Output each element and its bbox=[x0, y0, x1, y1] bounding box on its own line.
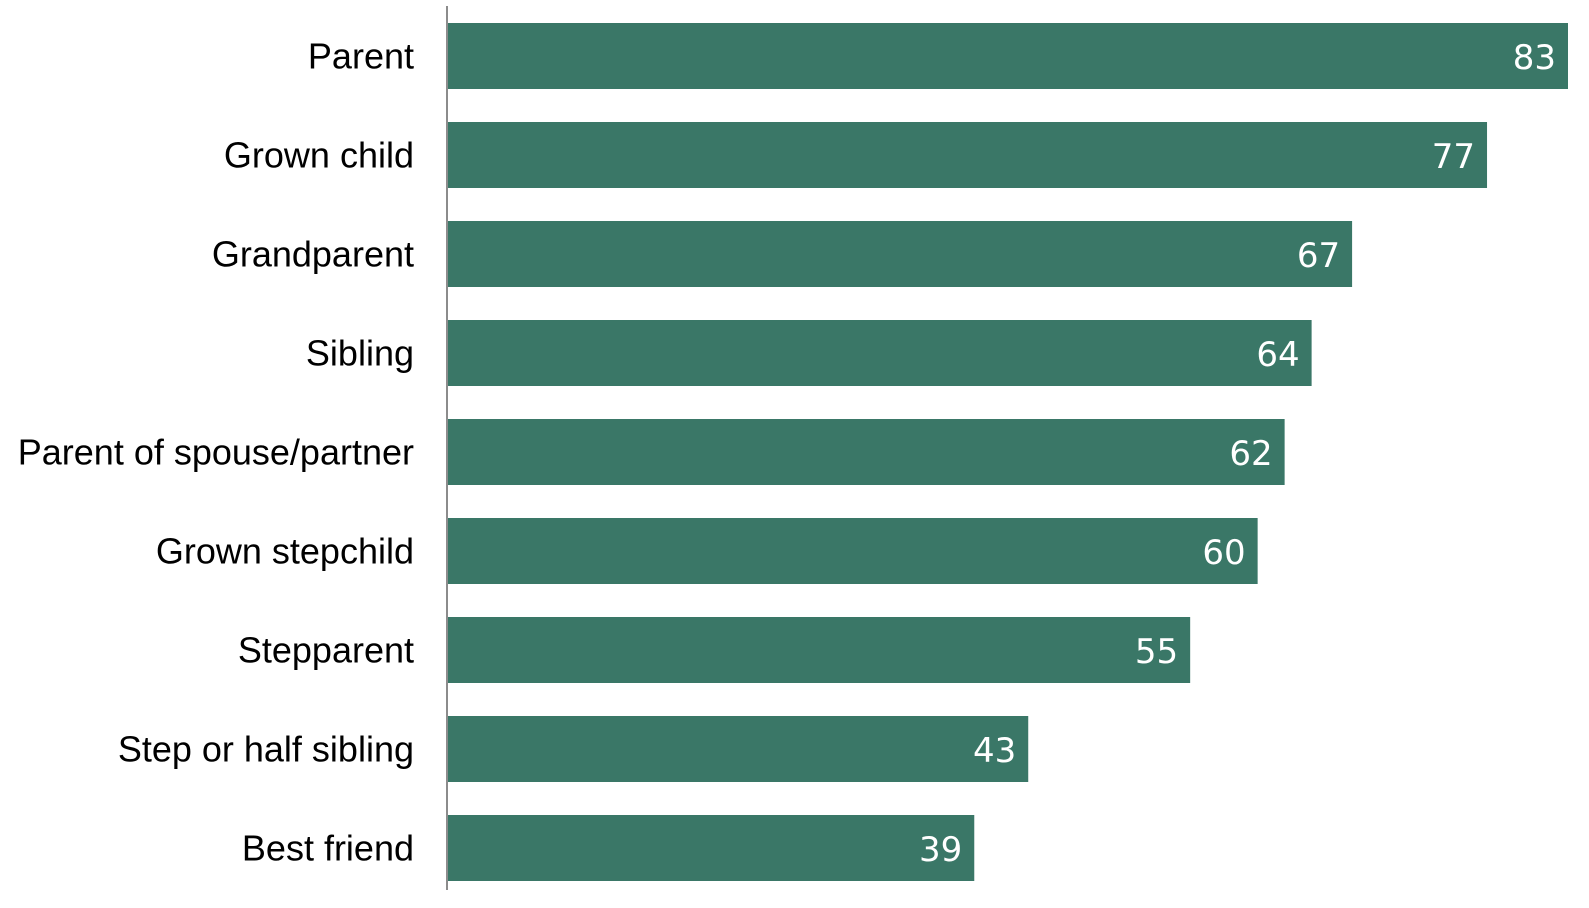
bar bbox=[448, 122, 1488, 188]
category-label: Parent bbox=[308, 36, 414, 77]
bar-value-label: 39 bbox=[919, 830, 962, 870]
category-label: Step or half sibling bbox=[118, 729, 414, 770]
bar bbox=[448, 518, 1258, 584]
category-label: Stepparent bbox=[238, 630, 414, 671]
value-labels-layer: 83 77 67 64 62 60 55 43 39 bbox=[919, 38, 1556, 870]
bar-value-label: 77 bbox=[1432, 137, 1475, 177]
category-label: Grandparent bbox=[212, 234, 414, 275]
bar-value-label: 60 bbox=[1202, 533, 1245, 573]
bar-value-label: 64 bbox=[1256, 335, 1299, 375]
bar-value-label: 55 bbox=[1135, 632, 1178, 672]
bar-value-label: 62 bbox=[1229, 434, 1272, 474]
bars-layer bbox=[448, 23, 1568, 881]
bar bbox=[448, 617, 1191, 683]
category-label: Best friend bbox=[242, 828, 414, 869]
bar-value-label: 67 bbox=[1297, 236, 1340, 276]
bar-value-label: 83 bbox=[1513, 38, 1556, 78]
category-label: Grown child bbox=[224, 135, 414, 176]
category-label: Grown stepchild bbox=[156, 531, 414, 572]
bar bbox=[448, 221, 1353, 287]
category-label: Parent of spouse/partner bbox=[18, 432, 414, 473]
category-label: Sibling bbox=[306, 333, 414, 374]
category-labels-layer: Parent Grown child Grandparent Sibling Paren… bbox=[18, 36, 414, 869]
bar bbox=[448, 320, 1312, 386]
bar bbox=[448, 419, 1285, 485]
bar bbox=[448, 716, 1029, 782]
bar bbox=[448, 23, 1568, 89]
bar bbox=[448, 815, 975, 881]
bar-value-label: 43 bbox=[973, 731, 1016, 771]
